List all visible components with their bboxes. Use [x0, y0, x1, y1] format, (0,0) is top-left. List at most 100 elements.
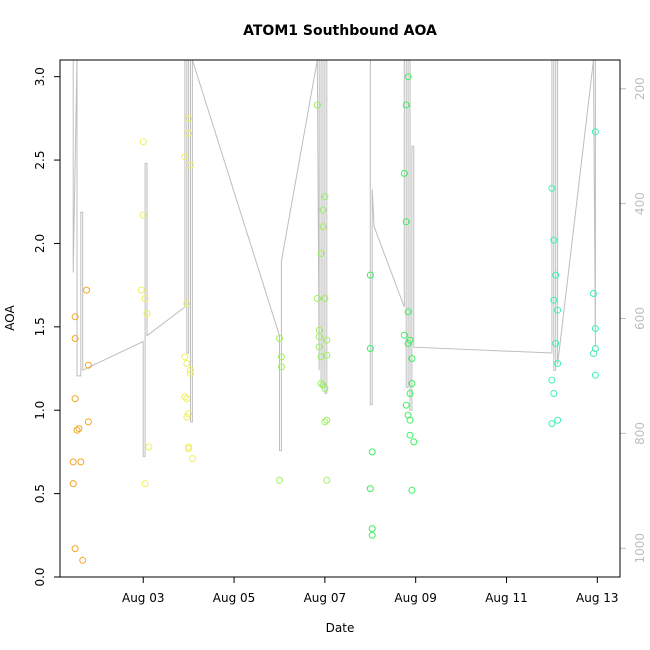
data-point: [366, 345, 374, 352]
data-point: [71, 545, 79, 553]
data-point: [321, 193, 329, 201]
data-point: [590, 350, 597, 357]
data-point: [77, 458, 85, 466]
data-point: [141, 295, 149, 302]
y-tick-label: 1.5: [33, 317, 47, 336]
y2-tick-label: 400: [633, 192, 647, 215]
data-point: [550, 296, 558, 304]
data-point: [400, 169, 408, 177]
data-point: [554, 416, 562, 424]
data-point: [84, 361, 92, 369]
x-tick-label: Aug 05: [213, 591, 256, 605]
data-point: [141, 480, 149, 488]
x-tick-label: Aug 13: [576, 591, 619, 605]
y-tick-label: 0.0: [33, 567, 47, 586]
data-point: [400, 331, 408, 339]
data-point: [368, 448, 376, 456]
data-point: [276, 335, 283, 342]
y-tick-label: 0.5: [33, 484, 47, 503]
data-point: [183, 300, 191, 307]
data-point: [590, 290, 597, 297]
data-point: [323, 351, 331, 359]
data-point: [185, 410, 193, 418]
data-point: [366, 271, 374, 279]
data-point: [410, 438, 418, 446]
x-tick-label: Aug 03: [122, 591, 165, 605]
data-point: [187, 161, 194, 169]
data-point: [321, 295, 329, 302]
data-point: [185, 445, 193, 453]
data-point: [554, 360, 562, 367]
data-point: [137, 286, 145, 294]
data-point: [550, 236, 558, 244]
data-point: [181, 353, 189, 361]
data-point: [185, 114, 193, 122]
data-point: [323, 336, 331, 344]
data-point: [408, 355, 416, 362]
data-point: [319, 223, 327, 231]
data-point: [317, 250, 325, 257]
data-point: [591, 371, 599, 379]
points-layer: [69, 73, 599, 564]
y-axis-label: AOA: [3, 304, 17, 330]
y2-tick-label: 800: [633, 422, 647, 445]
data-point: [139, 211, 147, 219]
data-point: [181, 393, 189, 401]
data-point: [183, 413, 191, 421]
data-point: [315, 326, 323, 334]
plot-frame: [59, 59, 621, 578]
data-point: [319, 206, 327, 214]
data-point: [408, 486, 416, 494]
data-point: [323, 416, 331, 424]
y-tick-label: 2.5: [33, 151, 47, 170]
axes-layer: Aug 03 Aug 05 Aug 07 Aug 09 Aug 11 Aug 13 0.0 0…: [33, 67, 647, 605]
y-tick-label: 1.0: [33, 401, 47, 420]
chart-title: ATOM1 Southbound AOA: [243, 23, 437, 39]
data-point: [277, 353, 285, 361]
data-point: [408, 380, 416, 387]
data-point: [591, 325, 599, 332]
data-point: [139, 138, 147, 146]
x-axis-label: Date: [326, 621, 355, 635]
data-point: [84, 418, 92, 426]
data-point: [188, 455, 196, 463]
data-point: [591, 128, 599, 136]
data-point: [181, 153, 189, 161]
data-point: [368, 531, 376, 539]
x-tick-label: Aug 09: [394, 591, 437, 605]
data-point: [321, 418, 329, 426]
data-point: [404, 340, 412, 347]
x-tick-label: Aug 11: [485, 591, 528, 605]
data-point: [69, 458, 77, 466]
data-point: [406, 416, 414, 424]
data-point: [317, 380, 325, 387]
data-point: [404, 308, 412, 316]
data-point: [554, 306, 562, 314]
data-point: [550, 390, 558, 397]
x-tick-label: Aug 07: [304, 591, 347, 605]
data-point: [313, 295, 321, 302]
data-point: [402, 401, 410, 409]
data-point: [323, 476, 331, 484]
data-point: [71, 395, 79, 403]
line-series-layer: [72, 60, 596, 457]
data-point: [321, 385, 329, 392]
data-point: [145, 443, 153, 451]
data-point: [69, 480, 77, 488]
data-point: [548, 420, 556, 428]
data-point: [183, 395, 191, 403]
data-point: [73, 426, 81, 434]
y-tick-label: 2.0: [33, 234, 47, 253]
data-point: [276, 476, 283, 484]
y2-tick-label: 1000: [633, 533, 647, 564]
line-series: [72, 60, 596, 457]
y-tick-label: 3.0: [33, 67, 47, 86]
data-point: [75, 425, 83, 433]
data-point: [83, 286, 90, 294]
y2-tick-label: 200: [633, 77, 647, 100]
data-point: [185, 129, 193, 137]
data-point: [315, 333, 323, 341]
data-point: [552, 340, 560, 347]
data-point: [187, 370, 194, 377]
